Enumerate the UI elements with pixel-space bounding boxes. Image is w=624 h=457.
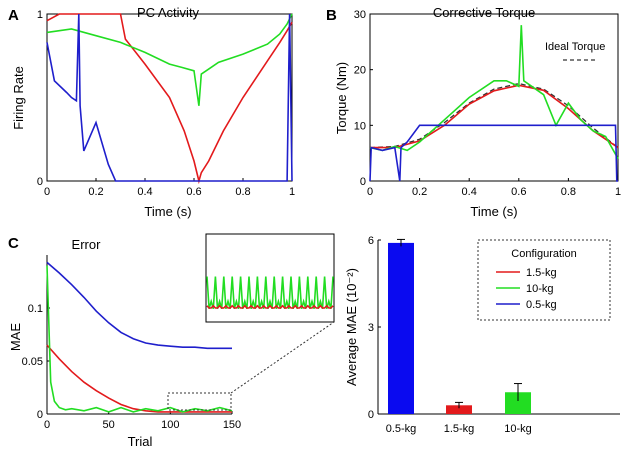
- panel-d-ytick-label: 6: [368, 235, 374, 247]
- panel-b-series-ideal-torque: [369, 82, 619, 149]
- panel-d-bar-1-5-kg: [446, 405, 472, 414]
- panel-b-series-1-5-kg: [370, 84, 619, 149]
- panel-a-xtick-label: 1: [289, 186, 295, 198]
- panel-b-xtick-label: 0.6: [511, 186, 526, 198]
- panel-d-category-label: 0.5-kg: [386, 423, 417, 435]
- panel-c-xtick-label: 0: [44, 419, 50, 431]
- panel-c-ylabel: MAE: [8, 323, 23, 352]
- panel-d-ytick-label: 3: [368, 322, 374, 334]
- panel-d-category-label: 10-kg: [504, 423, 532, 435]
- panel-b-xtick-label: 0.8: [561, 186, 576, 198]
- panel-a-xtick-label: 0: [44, 186, 50, 198]
- panel-d-bar-10-kg: [505, 392, 531, 414]
- panel-b-xlabel: Time (s): [470, 204, 517, 219]
- panel-b-axes: [369, 13, 619, 182]
- panel-c-inset-series-10-kg: [206, 276, 334, 310]
- panel-c-xtick-label: 150: [223, 419, 241, 431]
- panel-c-series-1-5-kg: [46, 344, 232, 413]
- panel-a-series-0-5-kg: [46, 13, 293, 182]
- panel-d-legend-label-10-kg: 10-kg: [526, 283, 554, 295]
- panel-a-title: PC Activity: [137, 5, 200, 20]
- panel-c-ytick-label: 0.05: [22, 356, 43, 368]
- panel-a: A PC Activity 0 0.2 0.4 0.6 0.8 110 Time (s) …: [8, 5, 295, 219]
- panel-b-title: Corrective Torque: [433, 5, 535, 20]
- panel-c-series-0-5-kg: [46, 261, 232, 350]
- panel-d-bar-0-5-kg: [388, 242, 414, 414]
- panel-a-xtick-label: 0.4: [137, 186, 152, 198]
- panel-c-inset-series-1-5-kg: [206, 304, 334, 309]
- panel-d-ytick-label: 0: [368, 409, 374, 421]
- panel-b-ytick-label: 0: [360, 176, 366, 188]
- panel-letter-a: A: [8, 7, 19, 24]
- panel-a-xlabel: Time (s): [144, 204, 191, 219]
- panel-a-ytick-label: 0: [37, 176, 43, 188]
- panel-d-ylabel: Average MAE (10⁻²): [344, 268, 359, 386]
- panel-b-xtick-label: 1: [615, 186, 621, 198]
- panel-c-xtick-label: 100: [161, 419, 179, 431]
- panel-d-legend-title: Configuration: [511, 248, 576, 260]
- panel-b-series-10-kg: [369, 25, 619, 160]
- panel-a-xtick-label: 0.8: [235, 186, 250, 198]
- panel-a-ytick-label: 1: [37, 9, 43, 21]
- panel-a-ylabel: Firing Rate: [11, 66, 26, 130]
- panel-c-ytick-label: 0: [37, 409, 43, 421]
- panel-c: C Error 0 50 100 150 0 0.05 0.1 Trial MAE: [8, 233, 335, 449]
- panel-b-legend-label: Ideal Torque: [545, 41, 605, 53]
- panel-b-ytick-label: 30: [354, 9, 366, 21]
- panel-c-zoom-connector: [230, 321, 335, 394]
- panel-b-xtick-label: 0.4: [462, 186, 477, 198]
- panel-d-legend-label-1-5-kg: 1.5-kg: [526, 267, 557, 279]
- panel-d-legend-label-0-5-kg: 0.5-kg: [526, 299, 557, 311]
- panel-c-title: Error: [72, 237, 102, 252]
- panel-b-ytick-label: 10: [354, 120, 366, 132]
- panel-letter-b: B: [326, 7, 337, 24]
- panel-d-legend-box: [477, 239, 611, 321]
- panel-d-category-label: 1.5-kg: [444, 423, 475, 435]
- panel-b-ytick-label: 20: [354, 65, 366, 77]
- panel-b-ylabel: Torque (Nm): [334, 62, 349, 134]
- panel-c-xtick-label: 50: [103, 419, 115, 431]
- panel-a-xtick-label: 0.6: [186, 186, 201, 198]
- panel-a-series-1-5-kg: [46, 13, 293, 185]
- panel-b-series-0-5-kg: [369, 124, 618, 182]
- panel-a-xtick-label: 0.2: [88, 186, 103, 198]
- panel-b: B Corrective Torque 0 0.2 0.4 0.6 0.8 1 30 20 10…: [326, 5, 621, 219]
- panel-c-xlabel: Trial: [128, 434, 153, 449]
- panel-a-series-10-kg: [46, 13, 293, 106]
- panel-b-xtick-label: 0.2: [412, 186, 427, 198]
- panel-d: 0 3 6 0.5-kg 1.5-kg 10-kg Average MAE (10⁻²)…: [344, 235, 620, 435]
- panel-c-ytick-label: 0.1: [28, 303, 43, 315]
- panel-letter-c: C: [8, 235, 19, 252]
- panel-b-xtick-label: 0: [367, 186, 373, 198]
- panel-c-series-10-kg: [46, 265, 233, 413]
